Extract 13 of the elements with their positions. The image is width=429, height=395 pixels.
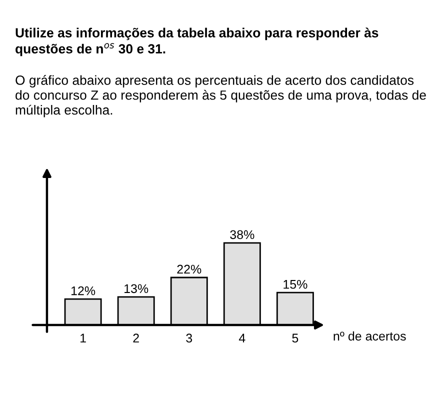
chart-subtitle: O gráfico abaixo apresenta os percentuais de acerto dos candidatos do concurso Z ao responderem às 5 questões de uma prova, todas de múltipla escolha. — [16, 75, 426, 118]
x-axis-title: nº de acertos — [334, 331, 406, 341]
x-tick-label: 1 — [80, 334, 86, 342]
data-label: 12% — [71, 286, 96, 296]
x-tick-label: 5 — [292, 334, 298, 343]
chart-title: Utilize as informações da tabela abaixo para responder às questões de n$^{os}$ 30 e 31. — [16, 28, 378, 56]
data-label: 15% — [284, 280, 308, 289]
x-tick-label: 3 — [186, 334, 192, 343]
x-tick-label: 4 — [238, 334, 246, 342]
data-label: 22% — [177, 264, 202, 274]
x-tick-label: 2 — [133, 334, 139, 342]
data-label: 13% — [124, 284, 148, 294]
data-label: 38% — [230, 230, 254, 240]
